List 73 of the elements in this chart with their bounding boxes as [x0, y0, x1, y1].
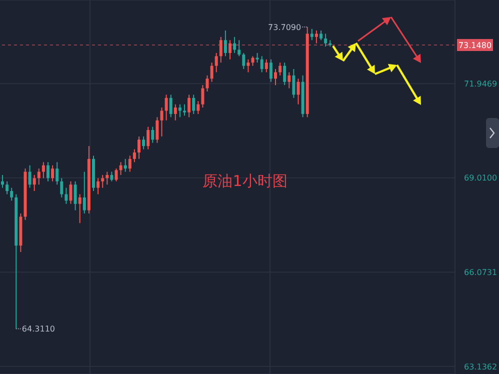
candlestick: [292, 68, 296, 98]
candlestick: [142, 136, 146, 150]
candlestick: [288, 72, 291, 89]
candlestick: [278, 62, 282, 76]
candlestick: [156, 116, 159, 144]
candlestick: [6, 180, 9, 195]
candlestick: [10, 187, 14, 202]
candlestick: [206, 74, 209, 92]
candlestick: [124, 158, 127, 172]
candlestick: [192, 94, 196, 114]
y-tick-label: 71.9469: [464, 79, 498, 88]
candlestick: [201, 84, 204, 108]
candlestick: [1, 174, 4, 188]
candlestick: [138, 136, 140, 160]
candlestick: [164, 94, 168, 121]
candlestick: [320, 30, 322, 41]
candlestick: [228, 40, 232, 60]
candlestick: [246, 58, 250, 73]
candlestick: [224, 30, 227, 57]
candlestick: [260, 56, 264, 73]
candlestick: [238, 40, 241, 57]
candlestick: [78, 194, 82, 224]
candlestick: [42, 162, 45, 179]
candlestick: [101, 174, 104, 188]
candlestick: [132, 148, 136, 163]
candlestick: [233, 36, 236, 54]
candlestick: [64, 187, 68, 204]
y-tick-label: 66.0731: [464, 268, 498, 277]
candlestick: [46, 162, 50, 182]
candlestick: [264, 58, 268, 73]
candlestick: [174, 104, 177, 121]
candlestick: [74, 180, 77, 211]
y-tick-label: 69.0100: [464, 174, 498, 183]
candlestick: [169, 94, 172, 118]
candlestick: [256, 52, 259, 64]
candlestick: [119, 162, 122, 176]
candlestick: [178, 104, 182, 118]
y-tick-label: 63.1362: [464, 362, 498, 372]
candlestick: [196, 100, 200, 114]
ref-line-label: 73.1480: [458, 41, 492, 50]
candlestick: [96, 178, 100, 195]
candlestick: [51, 164, 54, 182]
candlestick: [310, 28, 314, 41]
candlestick: [210, 62, 214, 82]
candlestick: [160, 107, 164, 137]
candlestick: [114, 168, 118, 182]
candlestick: [106, 171, 109, 186]
candlestick: [69, 180, 72, 204]
candlestick: [219, 36, 222, 64]
candlestick: [32, 174, 36, 192]
candlestick: [214, 52, 218, 73]
candlestick: [269, 58, 272, 82]
candlestick: [274, 68, 277, 86]
candlestick: [242, 52, 246, 70]
candlestick: [151, 126, 154, 144]
candlestick: [56, 162, 59, 186]
candlestick: [128, 155, 132, 172]
text: 原油1小时图: [202, 172, 288, 190]
candlestick: [296, 78, 300, 105]
candlestick: [324, 33, 328, 48]
annotation: 73.7090: [268, 23, 302, 32]
candlestick: [110, 171, 114, 182]
annotation: 64.3110: [22, 324, 56, 334]
candlestick: [60, 178, 64, 198]
candlestick: [251, 56, 254, 66]
candlestick: [37, 168, 40, 186]
candlestick: [283, 62, 286, 86]
candlestick: [146, 126, 150, 150]
candlestick: [28, 164, 32, 188]
candlestick: [183, 104, 186, 116]
candlestick: [314, 30, 318, 44]
candlestick: [188, 94, 191, 118]
candlestick: [82, 171, 86, 214]
